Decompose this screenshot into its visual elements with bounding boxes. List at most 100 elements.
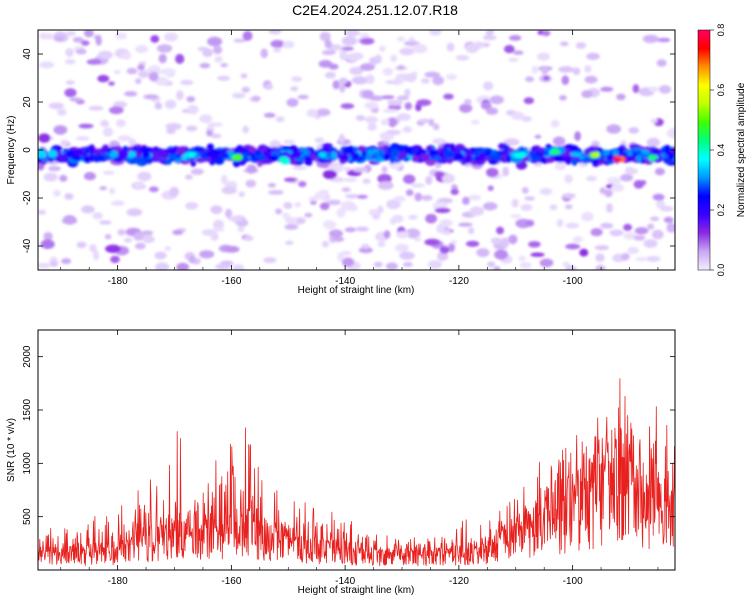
- y-tick-label: -20: [22, 190, 33, 205]
- heatmap-speckle: [458, 222, 473, 227]
- heatmap-speckle: [142, 235, 155, 244]
- heatmap-speckle: [211, 227, 225, 233]
- heatmap-speckle: [595, 253, 605, 262]
- heatmap-speckle: [109, 187, 116, 195]
- heatmap-speckle: [175, 53, 185, 64]
- colorbar-tick-label: 0.8: [716, 24, 726, 37]
- heatmap-speckle: [520, 203, 533, 212]
- heatmap-speckle: [111, 200, 125, 206]
- x-tick-label: -120: [449, 276, 469, 287]
- x-tick-label: -160: [221, 276, 241, 287]
- heatmap-speckle: [549, 204, 558, 211]
- heatmap-speckle: [518, 255, 526, 262]
- heatmap-speckle: [359, 63, 375, 71]
- heatmap-speckle: [428, 118, 435, 127]
- heatmap-hotspot: [591, 152, 600, 158]
- heatmap-speckle: [324, 71, 336, 79]
- heatmap-speckle: [213, 219, 224, 230]
- heatmap-speckle: [554, 162, 566, 171]
- heatmap-speckle: [510, 214, 522, 219]
- heatmap-speckle: [156, 44, 173, 53]
- heatmap-speckle: [323, 219, 334, 229]
- heatmap-speckle: [245, 179, 257, 188]
- heatmap-speckle: [316, 108, 331, 117]
- heatmap-band-cell: [338, 154, 350, 161]
- heatmap-speckle: [324, 39, 332, 49]
- heatmap-speckle: [627, 246, 639, 255]
- heatmap-speckle: [377, 205, 384, 214]
- heatmap-speckle: [647, 223, 655, 230]
- heatmap-band-cell: [492, 152, 502, 161]
- heatmap-speckle: [470, 119, 480, 125]
- heatmap-speckle: [39, 61, 55, 69]
- heatmap-speckle: [39, 32, 48, 40]
- heatmap-speckle: [581, 90, 593, 99]
- heatmap-speckle: [97, 50, 113, 60]
- heatmap-speckle: [48, 166, 61, 172]
- heatmap-speckle: [410, 183, 426, 188]
- x-tick-label: -100: [563, 576, 583, 587]
- heatmap-speckle: [572, 236, 583, 243]
- heatmap-speckle: [164, 32, 178, 42]
- heatmap-speckle: [379, 45, 386, 52]
- heatmap-speckle: [329, 229, 343, 238]
- heatmap-speckle: [361, 243, 370, 249]
- heatmap-band-cell: [570, 151, 582, 157]
- heatmap-speckle: [652, 193, 665, 201]
- heatmap-band-cell: [248, 146, 256, 154]
- x-tick-label: -140: [335, 576, 355, 587]
- heatmap-band-cell: [176, 146, 189, 156]
- heatmap-speckle: [483, 202, 498, 211]
- heatmap-speckle: [402, 262, 413, 267]
- heatmap-speckle: [265, 83, 273, 90]
- heatmap-speckle: [53, 125, 68, 135]
- heatmap-speckle: [432, 75, 445, 86]
- heatmap-speckle: [462, 196, 470, 205]
- heatmap-speckle: [158, 53, 167, 64]
- heatmap-speckle: [93, 250, 100, 261]
- heatmap-speckle: [528, 241, 541, 248]
- heatmap-speckle: [223, 245, 240, 253]
- heatmap-speckle: [260, 48, 268, 59]
- heatmap-speckle: [141, 230, 154, 235]
- snr-x-ticks: -180 -160 -140 -120 -100: [60, 330, 659, 587]
- heatmap-speckle: [541, 67, 549, 75]
- heatmap-speckle: [343, 166, 351, 172]
- heatmap-speckle: [109, 106, 124, 115]
- heatmap-band-cell: [271, 151, 281, 157]
- heatmap-speckle: [232, 92, 246, 99]
- heatmap-speckle: [345, 194, 361, 199]
- heatmap-speckle: [72, 37, 84, 43]
- heatmap-speckle: [65, 48, 74, 57]
- heatmap-speckle: [355, 226, 370, 232]
- heatmap-speckle: [616, 93, 626, 101]
- heatmap-speckle: [419, 118, 431, 124]
- heatmap-speckle: [377, 173, 392, 184]
- heatmap-speckle: [414, 192, 423, 202]
- heatmap-speckle: [304, 212, 313, 218]
- heatmap-speckle: [237, 226, 245, 232]
- heatmap-speckle: [483, 81, 494, 91]
- heatmap-band-cell: [330, 151, 337, 160]
- heatmap-speckle: [57, 108, 67, 116]
- heatmap-band-cell: [505, 155, 512, 163]
- heatmap-band-cell: [391, 149, 400, 158]
- heatmap-speckle: [124, 91, 138, 97]
- y-tick-label: 2000: [22, 345, 33, 368]
- heatmap-speckle: [448, 242, 456, 253]
- heatmap-band-cell: [262, 150, 271, 157]
- y-tick-label: 20: [22, 96, 33, 108]
- heatmap-speckle: [283, 139, 295, 145]
- heatmap-band-cell: [416, 149, 427, 154]
- heatmap-speckle: [465, 240, 480, 247]
- heatmap-speckle: [117, 229, 126, 236]
- heatmap-speckle: [176, 262, 189, 270]
- heatmap-hotspot: [318, 152, 327, 158]
- heatmap-band-cell: [134, 151, 144, 159]
- heatmap-speckle: [399, 47, 415, 56]
- heatmap-cells: [38, 30, 675, 270]
- heatmap-speckle: [623, 232, 637, 240]
- heatmap-speckle: [283, 202, 293, 210]
- heatmap-speckle: [43, 231, 53, 241]
